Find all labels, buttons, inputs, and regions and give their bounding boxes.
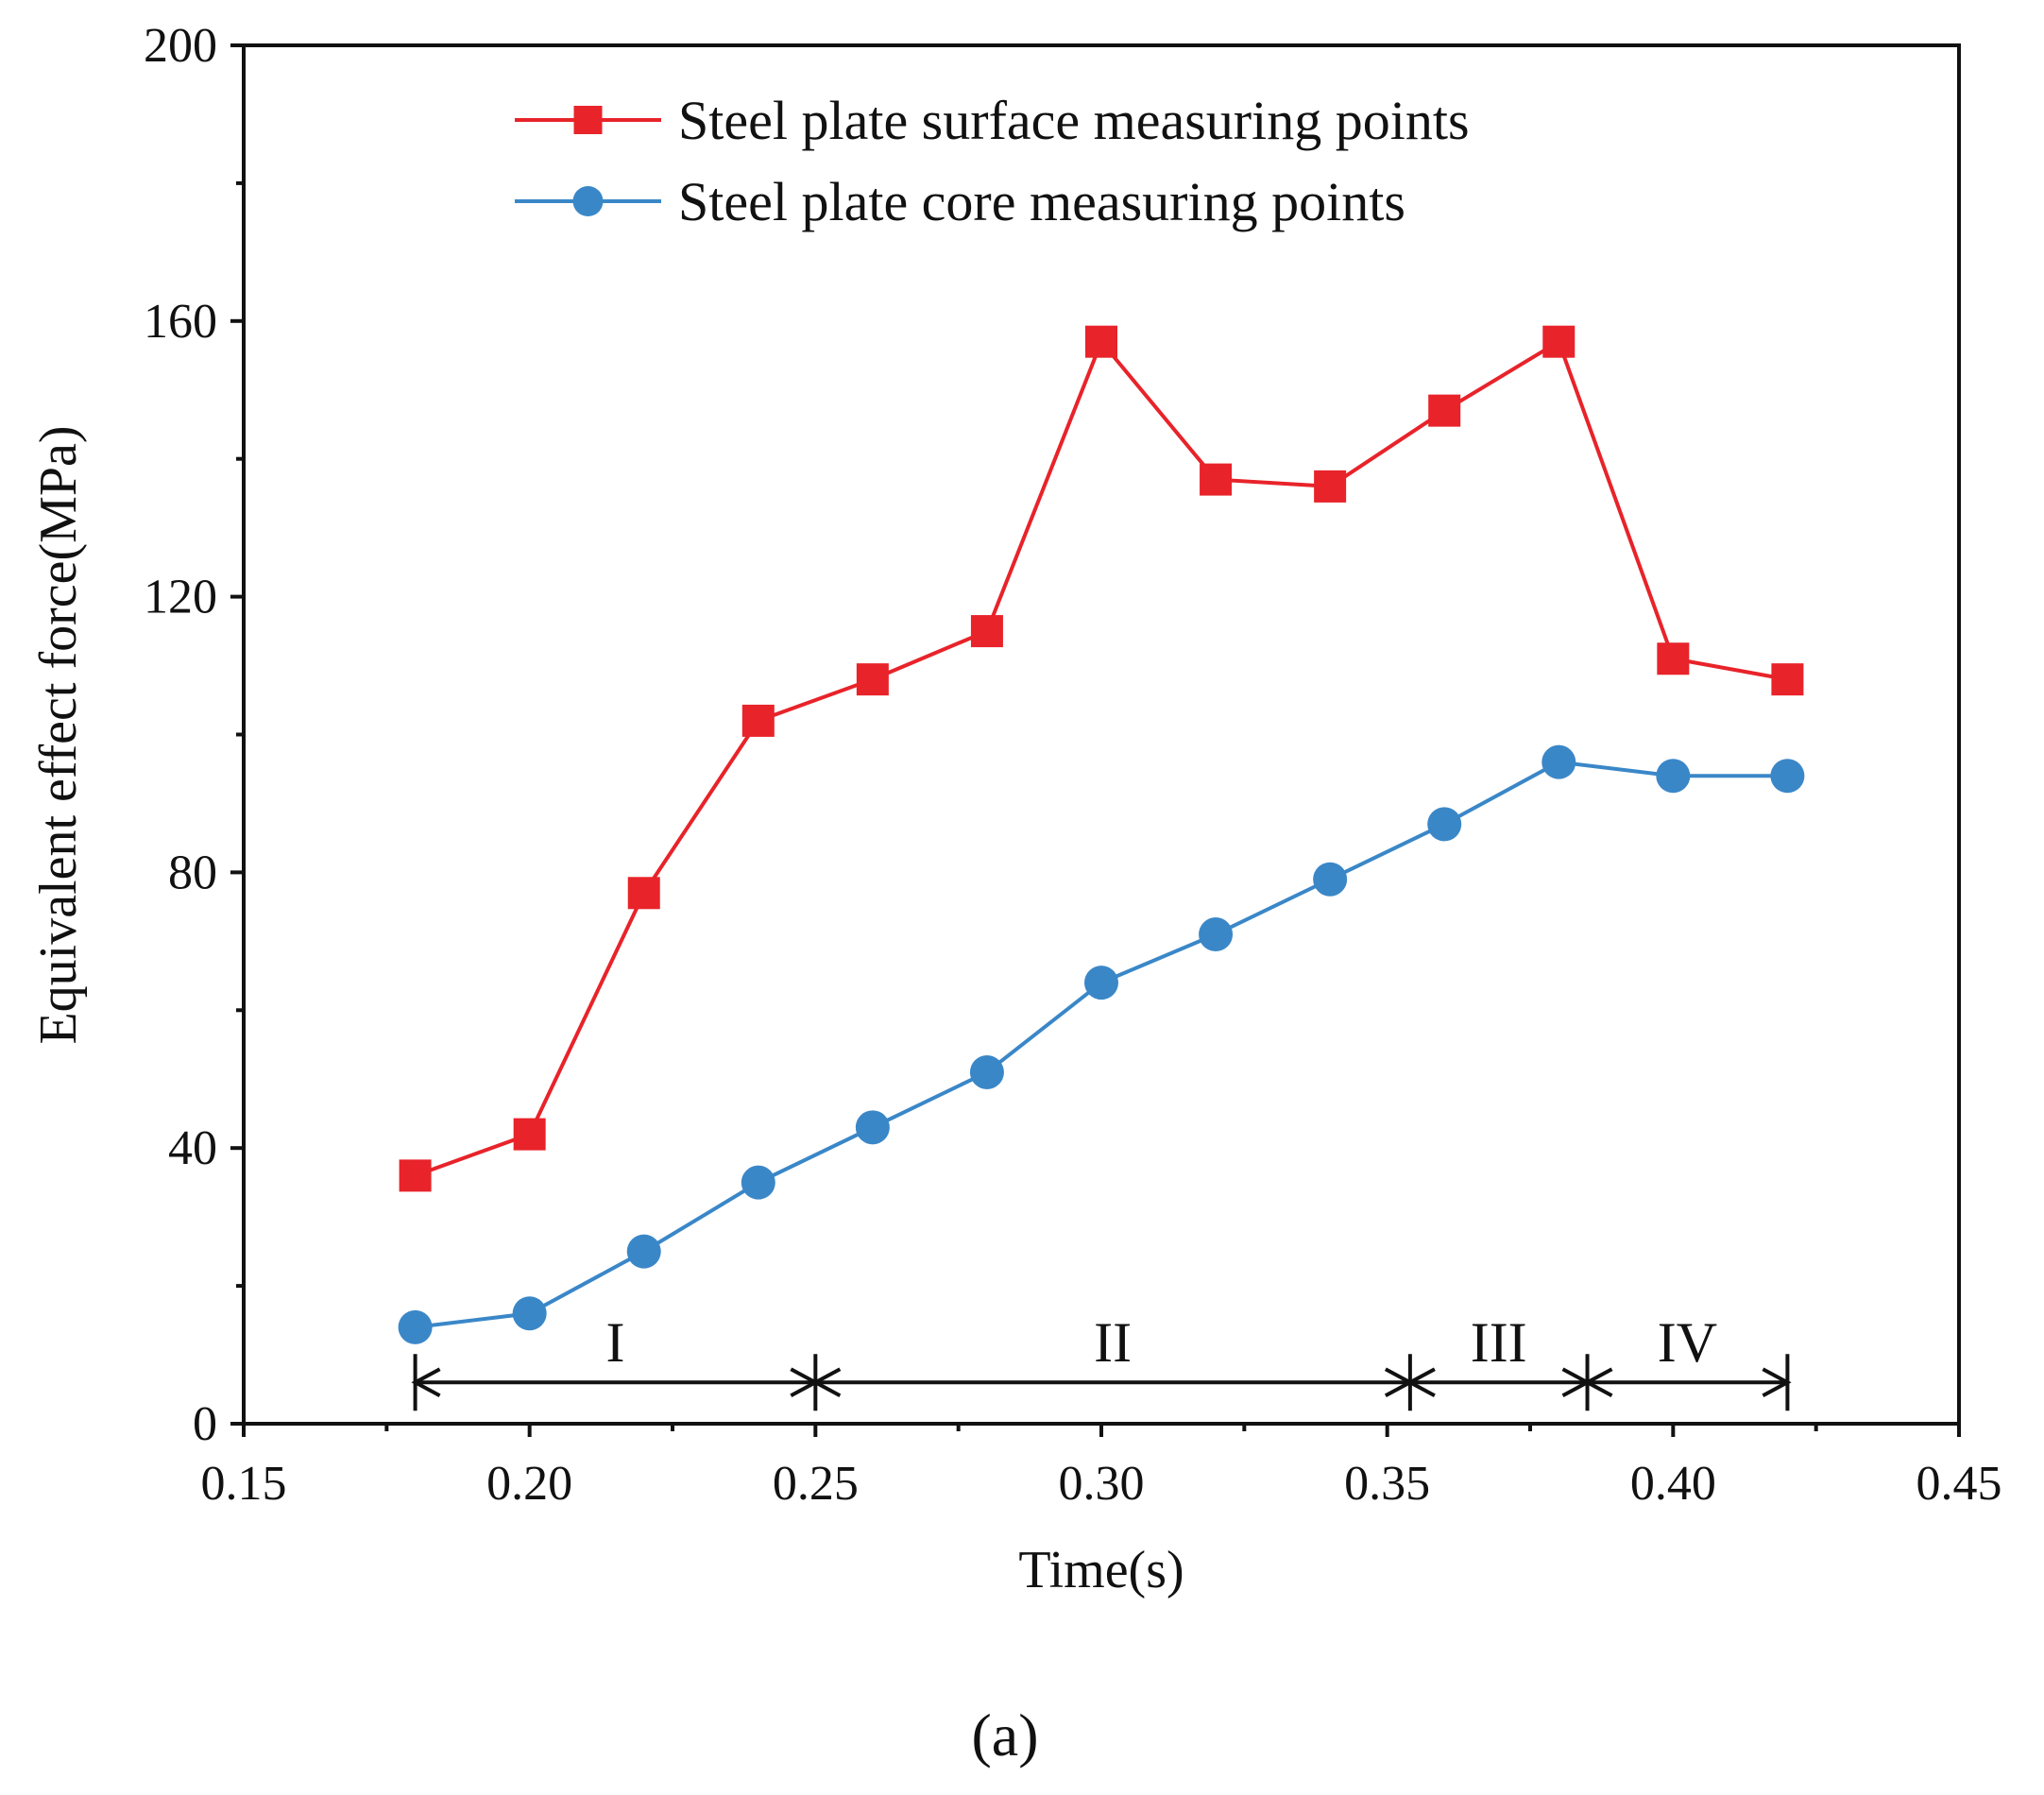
surface-series-marker — [513, 1118, 546, 1151]
y-tick-label: 80 — [168, 846, 217, 899]
phase-label: II — [1094, 1311, 1132, 1374]
surface-series-marker — [741, 704, 775, 737]
panel-label: (a) — [971, 1701, 1038, 1769]
phase-label: I — [605, 1311, 624, 1374]
surface-series-marker — [1200, 463, 1233, 496]
core-series-marker — [969, 1054, 1004, 1089]
surface-series-line — [414, 337, 1788, 1178]
legend-core-label: Steel plate core measuring points — [678, 171, 1405, 232]
surface-series-marker — [1657, 642, 1690, 675]
y-axis-ticks: 0 40 80 120 160 200 — [144, 19, 244, 1451]
core-series-marker — [1542, 744, 1576, 779]
core-series-marker — [1427, 807, 1462, 842]
surface-series-marker — [1085, 325, 1117, 358]
core-series-marker — [398, 1309, 433, 1344]
y-tick-label: 40 — [168, 1121, 217, 1175]
x-tick-label: 0.40 — [1630, 1457, 1716, 1511]
y-axis-title: Equivalent effect force(MPa) — [29, 425, 88, 1044]
phase-arrow-head-right — [1762, 1367, 1792, 1397]
x-tick-label: 0.25 — [773, 1457, 859, 1511]
x-tick-label: 0.20 — [486, 1457, 572, 1511]
x-tick-label: 0.35 — [1344, 1457, 1430, 1511]
phase-arrow-head-left — [1405, 1367, 1436, 1397]
core-series-marker — [741, 1165, 775, 1200]
core-series-marker — [1656, 759, 1691, 794]
surface-series-marker — [970, 615, 1003, 648]
core-series-marker — [626, 1234, 661, 1269]
series-layer — [398, 325, 1805, 1344]
x-axis-title: Time(s) — [1018, 1541, 1184, 1599]
core-series-marker — [1084, 966, 1118, 1000]
surface-series-marker — [1542, 325, 1576, 358]
core-series-marker — [1313, 862, 1348, 897]
core-series-marker — [1199, 917, 1234, 952]
phase-arrow-head-left — [811, 1367, 842, 1397]
surface-series-marker — [1314, 470, 1347, 503]
legend-surface-marker — [573, 106, 603, 134]
y-tick-label: 0 — [193, 1397, 217, 1451]
x-axis-ticks: 0.15 0.20 0.25 0.30 0.35 0.40 0.45 — [201, 1424, 2002, 1511]
legend: Steel plate surface measuring points Stee… — [515, 90, 1470, 232]
core-series-marker — [855, 1110, 890, 1145]
phase-arrow-head-left — [1583, 1367, 1613, 1397]
x-tick-label: 0.15 — [201, 1457, 287, 1511]
surface-series-marker — [1771, 663, 1804, 696]
core-series-line — [415, 760, 1788, 1329]
phase-arrow-head-left — [411, 1367, 441, 1397]
surface-series-marker — [1428, 394, 1461, 427]
surface-series-marker — [399, 1159, 432, 1192]
x-tick-label: 0.45 — [1916, 1457, 2002, 1511]
y-tick-label: 160 — [144, 295, 217, 349]
y-tick-label: 200 — [144, 19, 217, 73]
core-series-marker — [512, 1296, 547, 1331]
core-series-marker — [1770, 759, 1805, 794]
surface-series-marker — [627, 877, 660, 910]
y-tick-label: 120 — [144, 571, 217, 624]
phase-label: III — [1471, 1311, 1527, 1374]
phase-annotations: I II III IV — [411, 1311, 1792, 1411]
legend-surface-label: Steel plate surface measuring points — [678, 90, 1470, 151]
x-tick-label: 0.30 — [1059, 1457, 1145, 1511]
legend-core-marker — [572, 186, 604, 216]
phase-label: IV — [1658, 1311, 1717, 1374]
surface-series-marker — [856, 663, 889, 696]
plot-frame — [242, 43, 1961, 1426]
